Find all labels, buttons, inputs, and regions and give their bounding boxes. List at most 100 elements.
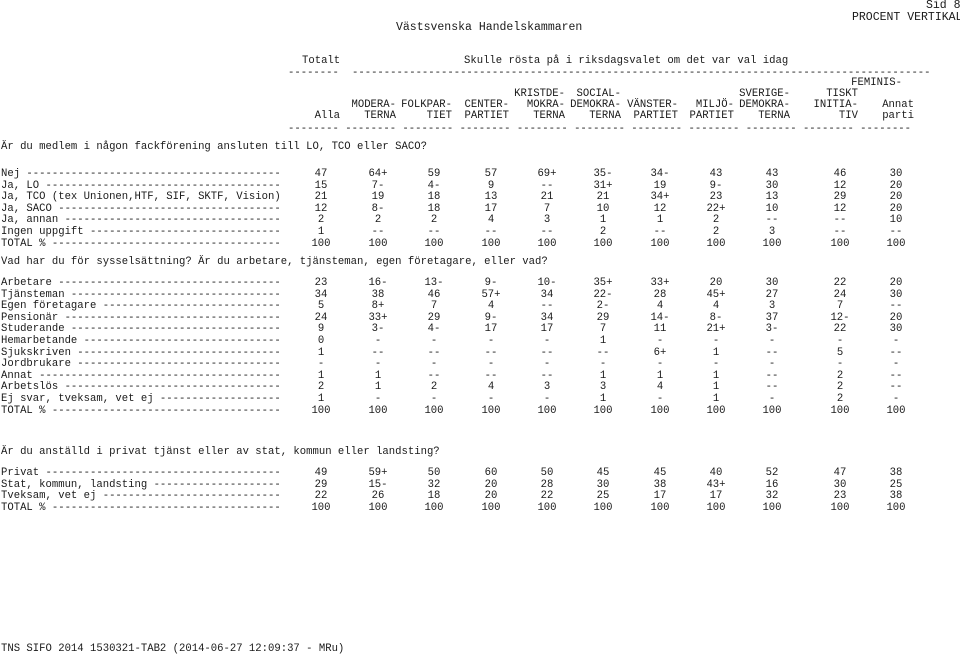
table-cell: 100 — [886, 237, 906, 250]
table-cell: 16 — [765, 478, 779, 491]
column-header-line: TISKT — [826, 88, 858, 100]
table-cell: -- — [765, 369, 779, 382]
table-cell: 50 — [427, 467, 441, 479]
table-row: Jordbrukare ----------------------------… — [0, 358, 960, 370]
table-cell: 43+ — [706, 478, 726, 491]
row-label: Ja, LO ---------------------------------… — [1, 179, 281, 192]
table-cell: 40 — [709, 467, 723, 479]
table-cell: 100 — [481, 501, 501, 514]
table-cell: 18 — [427, 490, 441, 503]
row-label: Arbetare -------------------------------… — [1, 277, 281, 289]
table-cell: 100 — [311, 501, 331, 514]
table-cell: 14- — [650, 311, 670, 324]
table-row: Ja, SACO -------------------------------… — [0, 203, 960, 215]
table-cell: 34 — [314, 288, 328, 301]
column-header-line: DEMOKRA- — [739, 99, 790, 111]
table-cell: 2 — [317, 214, 325, 227]
table-cell: 28 — [540, 478, 554, 491]
table-cell: 45 — [596, 467, 610, 479]
table-cell: 24 — [314, 311, 328, 324]
table-cell: 7 — [599, 323, 607, 336]
feminis-top: FEMINIS- — [851, 77, 902, 89]
table-cell: - — [543, 358, 551, 371]
table-cell: -- — [765, 381, 779, 394]
table-cell: 100 — [593, 501, 613, 514]
table-cell: 100 — [537, 404, 557, 417]
row-label: Studerande -----------------------------… — [1, 323, 281, 336]
table-cell: 9 — [317, 323, 325, 336]
table-cell: 22 — [540, 490, 554, 503]
table-cell: 4- — [427, 179, 441, 192]
table-cell: 21 — [314, 191, 328, 204]
table-cell: 10 — [596, 202, 610, 215]
table-cell: 100 — [830, 501, 850, 514]
column-header-line: INITIA- — [813, 99, 858, 111]
row-label: TOTAL % --------------------------------… — [1, 404, 281, 417]
footer: TNS SIFO 2014 1530321-TAB2 (2014-06-27 1… — [1, 643, 345, 655]
column-header-line: VÄNSTER- — [627, 99, 678, 111]
table-cell: 59+ — [368, 467, 388, 479]
row-label: Privat ---------------------------------… — [1, 467, 281, 479]
table-cell: 100 — [311, 237, 331, 250]
table-cell: - — [892, 393, 900, 405]
totalt-heading: Totalt — [302, 55, 341, 67]
table-row: Ja, TCO (tex Unionen,HTF, SIF, SKTF, Vis… — [0, 191, 960, 203]
table-cell: 2 — [430, 214, 438, 227]
table-cell: 22 — [314, 490, 328, 503]
table-cell: 47 — [833, 467, 847, 479]
table-cell: - — [892, 335, 900, 347]
table-cell: - — [656, 335, 664, 347]
table-cell: -- — [484, 369, 498, 382]
table-cell: 35+ — [593, 277, 613, 289]
table-cell: 5 — [317, 300, 325, 313]
table-cell: - — [430, 393, 438, 405]
table-cell: 100 — [311, 404, 331, 417]
table-cell: - — [543, 335, 551, 347]
table-cell: 64+ — [368, 168, 388, 180]
header-rule: -------- -------- -------- -------- ----… — [288, 123, 912, 135]
table-cell: 1 — [712, 369, 720, 382]
table-cell: 30 — [765, 179, 779, 192]
table-cell: 10- — [537, 277, 557, 289]
table-cell: 100 — [650, 404, 670, 417]
table-cell: 100 — [706, 501, 726, 514]
table-cell: 7- — [371, 179, 385, 192]
table-cell: 45 — [653, 467, 667, 479]
row-label: Jordbrukare ----------------------------… — [1, 358, 281, 371]
table-cell: 33+ — [650, 277, 670, 289]
table-cell: 5 — [836, 346, 844, 359]
table-cell: 35- — [593, 168, 613, 180]
table-cell: 17 — [653, 490, 667, 503]
table-cell: - — [487, 393, 495, 405]
table-row: Ej svar, tveksam, vet ej ---------------… — [0, 393, 960, 405]
table-cell: 3 — [543, 214, 551, 227]
table-cell: 13- — [424, 277, 444, 289]
table-cell: 9- — [484, 277, 498, 289]
column-header-line: PARTIET — [464, 110, 509, 122]
table-cell: 100 — [593, 237, 613, 250]
table-cell: 100 — [537, 501, 557, 514]
table-cell: 57 — [484, 168, 498, 180]
table-row: Privat ---------------------------------… — [0, 467, 960, 479]
table-row: Hemarbetande ---------------------------… — [0, 335, 960, 347]
table-cell: 26 — [371, 490, 385, 503]
table-row: Egen företagare ------------------------… — [0, 300, 960, 312]
table-cell: 11 — [653, 323, 667, 336]
table-cell: 100 — [368, 501, 388, 514]
row-label: TOTAL % --------------------------------… — [1, 237, 281, 250]
table-cell: 17 — [540, 323, 554, 336]
table-cell: -- — [484, 226, 498, 238]
table-cell: 100 — [886, 501, 906, 514]
table-cell: 1 — [599, 214, 607, 227]
table-cell: 17 — [484, 323, 498, 336]
table-cell: 25 — [596, 490, 610, 503]
table-row: Tjänsteman -----------------------------… — [0, 289, 960, 301]
table-cell: -- — [889, 369, 903, 382]
column-header-line: TIV — [838, 110, 858, 122]
section-question: Är du anställd i privat tjänst eller av … — [1, 446, 440, 458]
table-cell: 52 — [765, 467, 779, 479]
table-cell: 38 — [889, 490, 903, 503]
table-cell: 22- — [593, 288, 613, 301]
table-cell: 46 — [833, 168, 847, 180]
table-cell: 1 — [374, 381, 382, 394]
